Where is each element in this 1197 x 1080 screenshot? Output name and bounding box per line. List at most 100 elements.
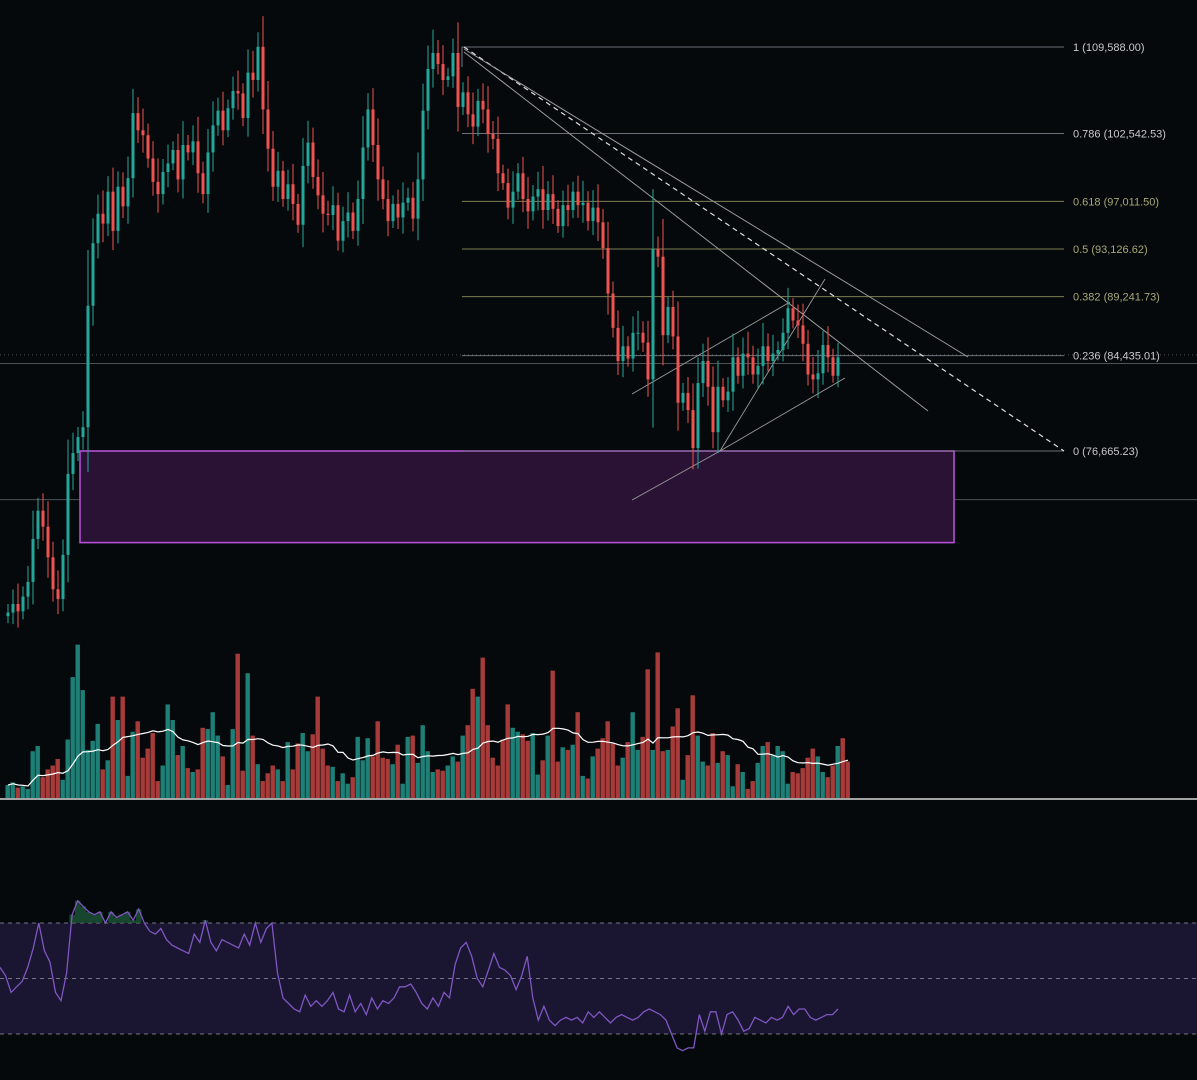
volume-bar — [65, 739, 70, 798]
candle — [96, 213, 100, 244]
volume-bar — [565, 749, 570, 798]
volume-bar — [750, 781, 755, 798]
volume-bar — [315, 696, 320, 798]
candle — [211, 125, 215, 153]
candle — [796, 320, 800, 326]
volume-bar — [195, 769, 200, 798]
volume-bar — [660, 751, 665, 798]
volume-bar — [120, 696, 125, 798]
channel-line-extension — [631, 450, 721, 501]
volume-pane — [0, 644, 1197, 800]
volume-bar — [515, 731, 520, 798]
candle — [246, 72, 250, 119]
volume-bar — [720, 751, 725, 798]
candle — [41, 510, 45, 527]
volume-bar — [400, 783, 405, 798]
candle — [331, 205, 335, 215]
volume-bar — [225, 785, 230, 798]
candle — [626, 346, 630, 359]
candle — [831, 357, 835, 376]
candle — [116, 186, 120, 231]
volume-bar — [830, 765, 835, 798]
volume-bar — [450, 756, 455, 798]
volume-bar — [15, 787, 20, 798]
volume-bar — [335, 781, 340, 798]
volume-bar — [705, 765, 710, 798]
volume-bar — [825, 777, 830, 798]
volume-bar — [695, 735, 700, 798]
volume-ma-line — [7, 727, 849, 787]
volume-bar — [570, 744, 575, 798]
volume-bar — [215, 735, 220, 798]
volume-bar — [325, 765, 330, 798]
candle — [501, 173, 505, 184]
volume-bar — [550, 670, 555, 798]
volume-bar — [615, 765, 620, 798]
trendlines — [463, 46, 1065, 501]
volume-bar — [470, 688, 475, 798]
candle — [91, 243, 95, 306]
candle — [71, 453, 75, 474]
volume-bar — [290, 769, 295, 798]
volume-bar — [635, 749, 640, 798]
candle — [576, 191, 580, 206]
candle — [281, 170, 285, 200]
volume-bar — [525, 740, 530, 798]
candle — [421, 110, 425, 180]
candle — [746, 353, 750, 358]
volume-bar — [540, 760, 545, 798]
volume-bar — [385, 759, 390, 798]
candle — [26, 581, 30, 597]
volume-bar — [345, 783, 350, 798]
volume-bar — [605, 721, 610, 798]
volume-bar — [380, 757, 385, 798]
volume-bar — [760, 746, 765, 798]
volume-bar — [560, 747, 565, 798]
candle — [766, 346, 770, 361]
volume-bar — [405, 736, 410, 798]
candle — [291, 184, 295, 204]
candle — [266, 109, 270, 149]
volume-bar — [355, 736, 360, 798]
candle — [61, 554, 65, 600]
volume-bar — [425, 751, 430, 798]
candle — [786, 308, 790, 333]
volume-bar — [185, 768, 190, 798]
candle — [411, 197, 415, 219]
candle — [761, 346, 765, 366]
candle — [111, 191, 115, 231]
candle — [201, 173, 205, 195]
volume-bar — [790, 772, 795, 798]
fib-label-1: 1 (109,588.00) — [1073, 42, 1145, 54]
volume-bar — [840, 738, 845, 798]
candle — [16, 603, 20, 612]
candle — [621, 346, 625, 361]
candle — [691, 410, 695, 449]
volume-bar — [545, 735, 550, 798]
volume-bar — [585, 778, 590, 798]
candle — [196, 141, 200, 174]
candle — [256, 46, 260, 80]
candle — [86, 305, 90, 428]
volume-bar — [415, 762, 420, 798]
rsi-pane — [0, 899, 1197, 1052]
candle — [391, 203, 395, 222]
volume-bar — [775, 746, 780, 798]
volume-bar — [625, 742, 630, 798]
volume-bar — [690, 695, 695, 798]
candle — [616, 327, 620, 361]
volume-bar — [370, 756, 375, 798]
volume-bar — [820, 772, 825, 798]
candle — [726, 391, 730, 401]
candles-group — [6, 16, 840, 628]
volume-bar — [395, 744, 400, 798]
candle — [646, 342, 650, 380]
volume-bar — [745, 788, 750, 798]
volume-bar — [360, 760, 365, 798]
fib-label-0.382: 0.382 (89,241.73) — [1073, 292, 1160, 304]
candle — [131, 113, 135, 179]
candle — [736, 357, 740, 376]
volume-bar — [655, 652, 660, 798]
